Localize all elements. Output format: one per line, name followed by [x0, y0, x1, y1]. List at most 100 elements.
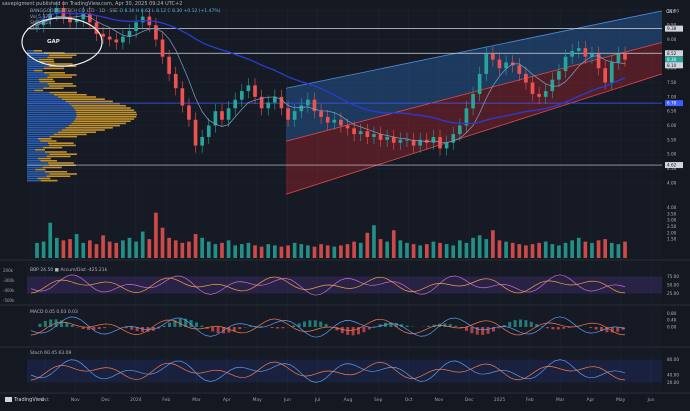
price-label: 4.62 — [667, 163, 677, 168]
volume-bar — [339, 245, 343, 258]
macd-histogram-bar — [168, 323, 171, 327]
volume-bar — [425, 244, 429, 258]
volume-profile-bar — [71, 105, 125, 107]
indicator-1-left-tick: -400k — [3, 288, 15, 293]
volume-bar — [280, 247, 284, 258]
volume-y-tick-label: 2.50 — [667, 224, 677, 229]
volume-y-tick-label: 1.50 — [667, 237, 677, 242]
macd-histogram-bar — [249, 326, 252, 327]
volume-bar — [531, 244, 535, 258]
volume-bar — [134, 242, 138, 258]
volume-profile-bar — [27, 72, 44, 74]
price-label: 8.52 — [667, 51, 677, 56]
price-y-tick-label: 6.50 — [667, 109, 677, 114]
volume-profile-bar — [38, 178, 51, 180]
candle-body — [405, 140, 409, 141]
stoch-y-tick-label: 80.00 — [667, 357, 679, 362]
volume-bar — [491, 230, 495, 258]
volume-profile-bar — [27, 54, 49, 56]
macd-histogram-bar — [454, 326, 457, 327]
volume-profile-bar — [47, 57, 72, 59]
volume-profile-bar — [47, 63, 72, 65]
volume-profile-bar — [45, 171, 67, 173]
macd-histogram-bar — [352, 327, 355, 335]
candle-body — [432, 137, 436, 143]
volume-bar — [95, 244, 99, 258]
price-label: 8.10 — [667, 63, 677, 68]
volume-bar — [418, 245, 422, 258]
volume-profile-bar — [76, 116, 136, 118]
volume-bar — [233, 245, 237, 258]
price-label: 8.30 — [667, 57, 677, 62]
macd-histogram-bar — [546, 327, 549, 328]
volume-bar — [62, 240, 66, 258]
volume-bar — [299, 244, 303, 258]
volume-bar — [438, 243, 442, 258]
x-tick-label: Dec — [465, 397, 474, 403]
volume-profile-bar — [27, 87, 43, 89]
candle-body — [471, 94, 475, 108]
macd-histogram-bar — [595, 327, 598, 330]
tradingview-logo[interactable]: TradingView — [5, 397, 44, 403]
macd-histogram-bar — [98, 327, 101, 329]
macd-histogram-bar — [524, 320, 527, 327]
volume-profile-bar — [34, 90, 43, 92]
volume-bar — [366, 233, 370, 258]
volume-profile-bar — [27, 112, 76, 114]
volume-bar — [557, 245, 561, 258]
volume-profile-bar — [27, 158, 38, 160]
macd-histogram-bar — [427, 326, 430, 327]
candle-body — [491, 54, 495, 60]
volume-bar — [154, 213, 158, 258]
volume-profile-bar — [27, 145, 49, 147]
volume-profile-bar — [27, 151, 45, 153]
volume-bar — [194, 234, 198, 258]
price-y-tick-label: 7.00 — [667, 94, 677, 99]
volume-bar — [359, 243, 363, 258]
volume-profile-bar — [27, 101, 66, 103]
volume-profile-bar — [27, 160, 40, 162]
macd-histogram-bar — [211, 327, 214, 331]
candle-body — [280, 97, 284, 108]
macd-histogram-bar — [233, 327, 236, 331]
macd-histogram-bar — [308, 320, 311, 327]
price-y-tick-label: 6.00 — [667, 123, 677, 128]
volume-bar — [564, 243, 568, 258]
volume-profile-bar — [27, 83, 48, 85]
volume-profile-bar — [62, 98, 105, 100]
stoch-label: Stoch 60.45 63.09 — [30, 351, 71, 356]
volume-profile-bar — [27, 149, 35, 151]
volume-bar — [399, 240, 403, 258]
volume-bar — [114, 243, 118, 258]
candle-body — [550, 80, 554, 91]
volume-profile-bar — [27, 85, 49, 87]
volume-profile-bar — [27, 94, 54, 96]
volume-profile-bar — [27, 92, 49, 94]
volume-profile-bar — [27, 116, 76, 118]
volume-profile-bar — [27, 81, 40, 83]
volume-bar — [35, 243, 39, 258]
volume-profile-bar — [58, 131, 96, 133]
x-tick-label: May — [252, 397, 262, 403]
volume-profile-bar — [62, 129, 105, 131]
volume-profile-bar — [27, 129, 62, 131]
candle-body — [286, 108, 290, 119]
candle-body — [557, 71, 561, 80]
candle-body — [372, 134, 376, 137]
candle-body — [478, 74, 482, 94]
volume-bar — [392, 230, 396, 258]
macd-histogram-bar — [281, 327, 284, 328]
macd-histogram-bar — [406, 326, 409, 327]
volume-profile-bar — [74, 107, 131, 109]
volume-profile-bar — [48, 83, 73, 85]
volume-profile-bar — [27, 142, 48, 144]
volume-profile-bar — [27, 171, 45, 173]
publisher-header: savepigment published on TradingView.com… — [2, 1, 182, 7]
volume-profile-bar — [75, 109, 134, 111]
volume-bar — [405, 243, 409, 258]
volume-bar — [101, 235, 105, 258]
volume-profile-bar — [45, 151, 67, 153]
candle-body — [181, 88, 185, 105]
